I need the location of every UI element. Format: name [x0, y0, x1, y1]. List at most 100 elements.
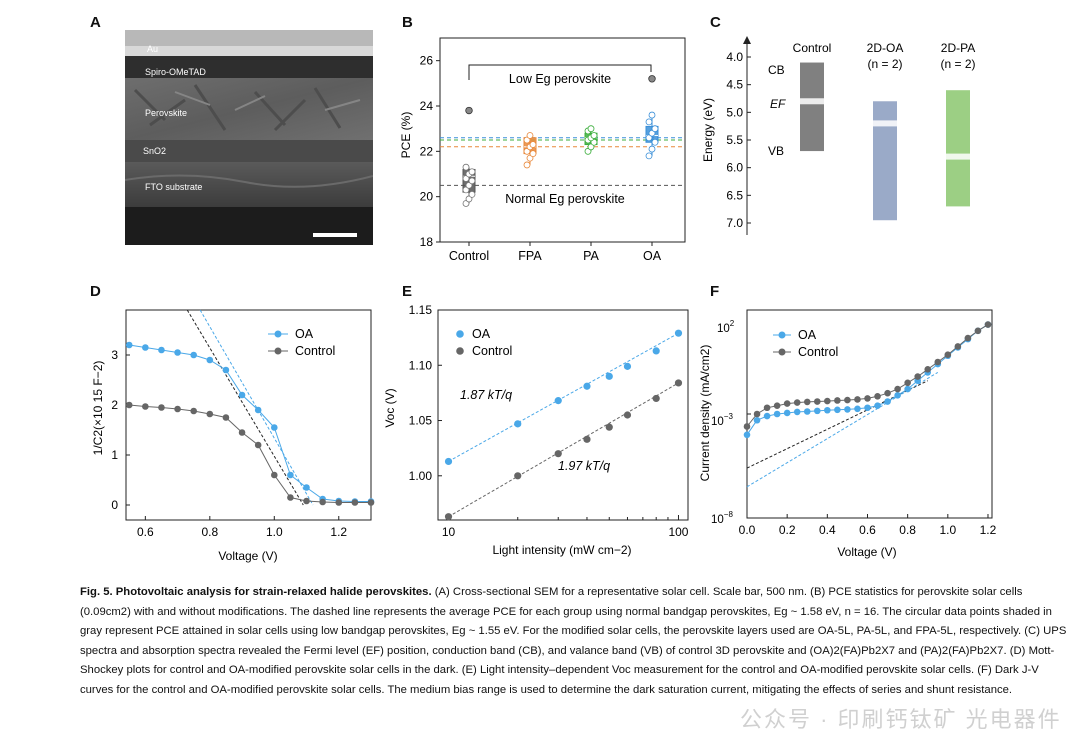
- f-point: [743, 423, 751, 430]
- chart-c-axis-arrow: [743, 36, 751, 44]
- panel-letter-e: E: [402, 283, 413, 300]
- d-point: [142, 403, 149, 410]
- chart-f-ylabel: Current density (mA/cm2): [698, 345, 712, 482]
- e-point: [514, 472, 522, 480]
- f-point: [964, 334, 972, 342]
- col-control-label: Control: [793, 41, 832, 55]
- chart-d-frame: [125, 309, 372, 521]
- d-ytick-label: 3: [111, 348, 118, 362]
- f-point: [813, 398, 821, 405]
- f-point: [884, 389, 891, 397]
- b-point: [645, 118, 653, 126]
- layer-label-sno2: SnO2: [143, 146, 167, 156]
- c-band-bar: [946, 90, 970, 207]
- d-xtick-label: 1.2: [330, 525, 347, 539]
- d-series-control: [125, 401, 375, 506]
- col-pa-n: (n = 2): [940, 57, 975, 71]
- d-point: [174, 405, 181, 413]
- b-point: [645, 152, 653, 160]
- e-point: [652, 394, 660, 403]
- c-band-control: [800, 62, 824, 152]
- f-legend-label: Control: [798, 345, 838, 359]
- c-band-2d-pa: [946, 90, 970, 207]
- e-point: [554, 450, 562, 458]
- chart-f-xlabel: Voltage (V): [837, 545, 896, 559]
- c-ytick-label: 4.0: [726, 50, 743, 64]
- d-legend-marker: [274, 330, 282, 338]
- b-point: [590, 132, 598, 139]
- b-ytick-label: 26: [420, 54, 434, 68]
- annot-normal-eg: Normal Eg perovskite: [505, 192, 625, 206]
- e-point: [623, 411, 632, 419]
- f-point: [773, 410, 781, 418]
- b-point: [468, 168, 476, 176]
- d-ytick-label: 2: [111, 398, 118, 412]
- d-point: [222, 366, 230, 374]
- f-point: [753, 416, 761, 424]
- low-eg-bracket: [468, 64, 652, 80]
- d-ytick-label: 1: [111, 448, 118, 462]
- f-point: [763, 412, 771, 420]
- b-point: [651, 125, 659, 133]
- sem-image: Au Spiro-OMeTAD Perovskite SnO2 FTO subs…: [125, 30, 373, 245]
- c-fermi-level: [873, 120, 897, 127]
- b-xtick-label: FPA: [518, 249, 542, 263]
- d-point: [142, 344, 149, 351]
- f-point: [793, 408, 801, 416]
- d-point: [303, 484, 310, 491]
- chart-f-frame: [746, 309, 993, 519]
- f-point: [834, 397, 841, 404]
- d-series-line: [129, 404, 371, 503]
- b-point: [648, 145, 656, 153]
- d-point: [254, 406, 262, 414]
- b-group-pa: [584, 125, 598, 155]
- col-oa-n: (n = 2): [867, 57, 902, 71]
- d-legend-marker: [274, 347, 282, 355]
- layer-label-spiro: Spiro-OMeTAD: [145, 67, 206, 77]
- f-point: [894, 391, 901, 399]
- f-point: [803, 408, 811, 415]
- e-xtick-label: 100: [668, 525, 688, 539]
- f-xtick-label: 0.2: [779, 523, 796, 537]
- d-point: [190, 351, 197, 359]
- b-ytick-label: 24: [420, 99, 434, 113]
- d-point: [206, 410, 214, 418]
- b-group-fpa: [523, 132, 537, 169]
- chart-e-xlabel: Light intensity (mW cm−2): [492, 543, 631, 557]
- vb-label: VB: [768, 144, 784, 158]
- f-xtick-label: 0.4: [819, 523, 836, 537]
- f-point: [834, 406, 841, 414]
- b-low-eg-point: [465, 106, 473, 115]
- f-point: [824, 406, 831, 414]
- f-point: [864, 404, 871, 412]
- d-point: [238, 429, 246, 436]
- f-xtick-label: 1.0: [939, 523, 956, 537]
- b-low-eg-point: [648, 75, 656, 83]
- annot-oa-slope: 1.87 kT/q: [460, 388, 512, 402]
- d-point: [303, 497, 310, 505]
- e-point: [674, 379, 683, 387]
- e-point: [444, 513, 453, 521]
- d-xtick-label: 0.6: [137, 525, 154, 539]
- d-point: [287, 471, 294, 479]
- d-point: [270, 424, 278, 431]
- b-point: [529, 141, 537, 148]
- f-ytick-mid: 10−3: [711, 412, 733, 428]
- b-point: [462, 163, 470, 171]
- b-group-oa: [645, 75, 659, 160]
- d-point: [319, 498, 326, 506]
- f-ytick-top: 102: [717, 319, 735, 335]
- d-point: [254, 441, 262, 449]
- chart-e-ylabel: Voc (V): [383, 388, 397, 427]
- d-point: [158, 346, 165, 354]
- f-series-line: [746, 324, 989, 427]
- e-ytick-label: 1.10: [409, 358, 433, 372]
- f-series-control: [743, 321, 992, 430]
- e-fit-line: [448, 382, 679, 518]
- chart-b-ylabel: PCE (%): [399, 112, 413, 159]
- f-point: [743, 431, 751, 439]
- chart-d-mott-schottky: 1/C2(×10 15 F−2) 0.6 0.8 1.0 1.2 0 1 2 3 OA Contr…: [91, 309, 375, 563]
- f-series-line: [746, 324, 989, 436]
- f-legend-marker: [778, 331, 786, 339]
- f-xtick-label: 0.6: [859, 523, 876, 537]
